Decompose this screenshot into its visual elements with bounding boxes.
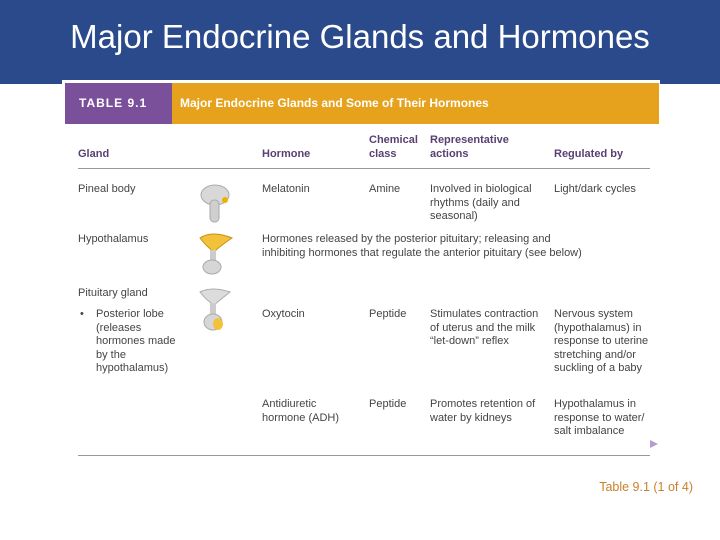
hypothalamus-icon — [199, 233, 234, 275]
cell: Posterior lobe (releases hormones made b… — [96, 308, 176, 375]
table-caption: Table 9.1 (1 of 4) — [599, 480, 693, 494]
pineal-icon — [200, 184, 230, 223]
cell: Hypothalamus — [78, 233, 149, 245]
table-panel — [62, 80, 660, 458]
cell: Involved in biological rhythms (daily an… — [430, 183, 532, 223]
cell: Hypothalamus in response to water/ salt … — [554, 398, 645, 438]
bottom-rule — [78, 455, 650, 456]
column-header: Gland — [78, 148, 110, 160]
cell: Amine — [369, 183, 401, 195]
column-header: Chemical class — [369, 134, 418, 160]
cell: Promotes retention of water by kidneys — [430, 398, 536, 424]
column-header: Representative actions — [430, 134, 509, 160]
cell: Nervous system (hypothalamus) in respons… — [554, 308, 649, 375]
cell: Peptide — [369, 398, 407, 410]
cell: Oxytocin — [262, 308, 305, 320]
column-header: Regulated by — [554, 148, 624, 160]
title-bar: Major Endocrine Glands and Hormones — [0, 0, 720, 84]
pituitary-icon — [199, 288, 232, 331]
cell: Peptide — [369, 308, 407, 320]
table-title: Major Endocrine Glands and Some of Their… — [172, 83, 659, 124]
cell: Pineal body — [78, 183, 136, 195]
cell: Melatonin — [262, 183, 310, 195]
header-rule — [78, 168, 650, 169]
slide-title: Major Endocrine Glands and Hormones — [70, 18, 650, 55]
cell: Hormones released by the posterior pitui… — [262, 233, 582, 259]
cell: Stimulates contraction of uterus and the… — [430, 308, 539, 348]
table-label: TABLE 9.1 — [65, 83, 172, 124]
continue-arrow — [650, 440, 658, 448]
cell: Antidiuretic hormone (ADH) — [262, 398, 340, 424]
cell: Pituitary gland — [78, 287, 148, 299]
column-header: Hormone — [262, 148, 311, 160]
bullet: • — [80, 308, 84, 320]
cell: Light/dark cycles — [554, 183, 636, 195]
